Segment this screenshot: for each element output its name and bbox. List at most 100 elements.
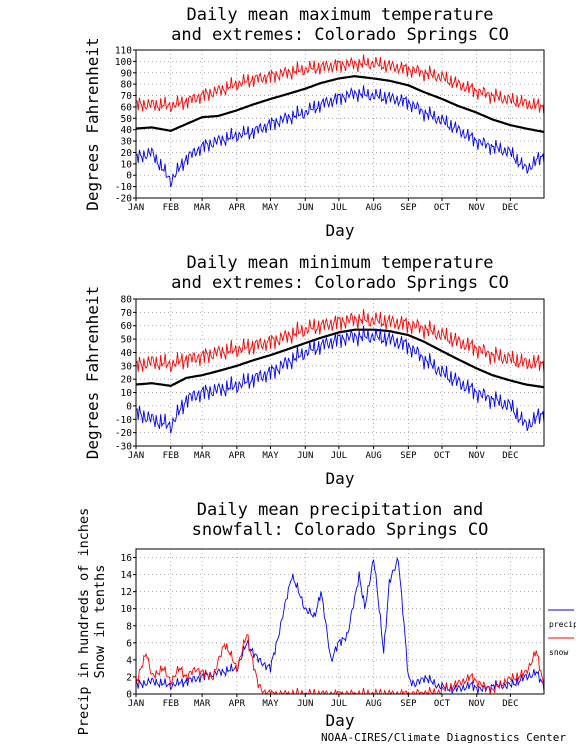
y-tick-label: 60 <box>121 102 133 113</box>
y-tick-label: 10 <box>121 159 133 170</box>
x-axis-label: Day <box>326 221 355 240</box>
x-tick-label: OCT <box>434 451 451 461</box>
y-tick-label: 16 <box>121 553 133 564</box>
chart-title-line: and extremes: Colorado Springs CO <box>171 25 509 45</box>
y-tick-label: 20 <box>121 148 133 159</box>
x-tick-label: JUL <box>331 699 347 709</box>
y-axis-label: Degrees Fahrenheit <box>83 286 102 459</box>
y-tick-label: 30 <box>121 137 133 148</box>
x-tick-label: JAN <box>128 699 144 709</box>
x-tick-label: NOV <box>469 203 486 213</box>
x-tick-label: SEP <box>400 203 417 213</box>
x-tick-label: MAR <box>194 451 211 461</box>
plot-frame <box>135 548 545 695</box>
y-tick-label: 0 <box>126 401 132 412</box>
x-axis-label: Day <box>326 711 355 730</box>
plot-frame <box>135 298 545 447</box>
x-tick-label: APR <box>229 203 246 213</box>
y-axis-label: Degrees Fahrenheit <box>83 37 102 210</box>
series-line <box>135 75 545 134</box>
y-tick-label: 10 <box>121 388 133 399</box>
y-tick-label: -10 <box>115 182 132 193</box>
x-tick-label: OCT <box>434 203 451 213</box>
y-tick-label: 8 <box>126 621 132 632</box>
x-tick-label: MAR <box>194 699 211 709</box>
y-tick-label: -10 <box>115 415 132 426</box>
series-line <box>135 325 545 434</box>
plot-frame <box>135 49 545 199</box>
y-tick-label: 6 <box>126 638 132 649</box>
snow-series-line <box>135 634 545 696</box>
y-tick-label: 50 <box>121 114 133 125</box>
y-tick-label: 4 <box>126 655 132 666</box>
x-tick-label: JUN <box>297 451 313 461</box>
x-tick-label: JUN <box>297 203 313 213</box>
series-line <box>135 328 545 389</box>
chart-title-line: snowfall: Colorado Springs CO <box>192 520 489 540</box>
x-tick-label: MAY <box>262 203 279 213</box>
y-tick-label: 14 <box>121 570 133 581</box>
legend-label: precip <box>549 620 576 629</box>
y-tick-label: -20 <box>115 428 132 439</box>
y-tick-label: 60 <box>121 321 133 332</box>
y-tick-label: 70 <box>121 91 133 102</box>
y-tick-label: -30 <box>115 442 132 453</box>
x-tick-label: AUG <box>365 203 381 213</box>
x-tick-label: AUG <box>365 699 381 709</box>
x-tick-label: JUL <box>331 451 347 461</box>
chart-title-line: and extremes: Colorado Springs CO <box>171 273 509 293</box>
series-line <box>135 308 545 374</box>
x-tick-label: FEB <box>163 699 179 709</box>
x-tick-label: DEC <box>502 699 518 709</box>
y-tick-label: 20 <box>121 375 133 386</box>
x-tick-label: SEP <box>400 451 417 461</box>
y-tick-label: 70 <box>121 308 133 319</box>
x-tick-label: DEC <box>502 451 518 461</box>
y-tick-label: 2 <box>126 672 132 683</box>
x-tick-label: JUL <box>331 203 347 213</box>
x-tick-label: OCT <box>434 699 451 709</box>
credit-footer: NOAA-CIRES/Climate Diagnostics Center <box>321 731 566 744</box>
x-tick-label: MAY <box>262 699 279 709</box>
x-tick-label: NOV <box>469 451 486 461</box>
x-tick-label: APR <box>229 699 246 709</box>
y-tick-label: 90 <box>121 68 133 79</box>
y-axis-label: Precip in hundreds of inches <box>76 508 92 736</box>
chart-title-line: Daily mean minimum temperature <box>186 253 493 273</box>
x-tick-label: JAN <box>128 451 144 461</box>
x-tick-label: AUG <box>365 451 381 461</box>
y-tick-label: 40 <box>121 125 133 136</box>
y-tick-label: 80 <box>121 80 133 91</box>
x-tick-label: MAR <box>194 203 211 213</box>
series-line <box>135 54 545 116</box>
y-tick-label: 110 <box>115 46 132 57</box>
y-tick-label: 10 <box>121 604 133 615</box>
y-tick-label: 40 <box>121 348 133 359</box>
chart-title-line: Daily mean maximum temperature <box>186 5 493 25</box>
series-line <box>135 85 545 188</box>
x-tick-label: NOV <box>469 699 486 709</box>
y-tick-label: 50 <box>121 335 133 346</box>
x-tick-label: JUN <box>297 699 313 709</box>
y-tick-label: 80 <box>121 295 133 306</box>
x-tick-label: DEC <box>502 203 518 213</box>
y-tick-label: 100 <box>115 57 132 68</box>
x-tick-label: SEP <box>400 699 417 709</box>
x-tick-label: MAY <box>262 451 279 461</box>
x-tick-label: JAN <box>128 203 144 213</box>
precip-series-line <box>135 556 545 694</box>
y-tick-label: -20 <box>115 194 132 205</box>
y-tick-label: 0 <box>126 171 132 182</box>
y-tick-label: 0 <box>126 690 132 701</box>
x-tick-label: APR <box>229 451 246 461</box>
y-tick-label: 30 <box>121 361 133 372</box>
x-axis-label: Day <box>326 469 355 488</box>
y-tick-label: 12 <box>121 587 132 598</box>
y-axis-label: Snow in tenths <box>92 565 108 679</box>
legend-label: snow <box>549 648 568 657</box>
x-tick-label: FEB <box>163 451 179 461</box>
